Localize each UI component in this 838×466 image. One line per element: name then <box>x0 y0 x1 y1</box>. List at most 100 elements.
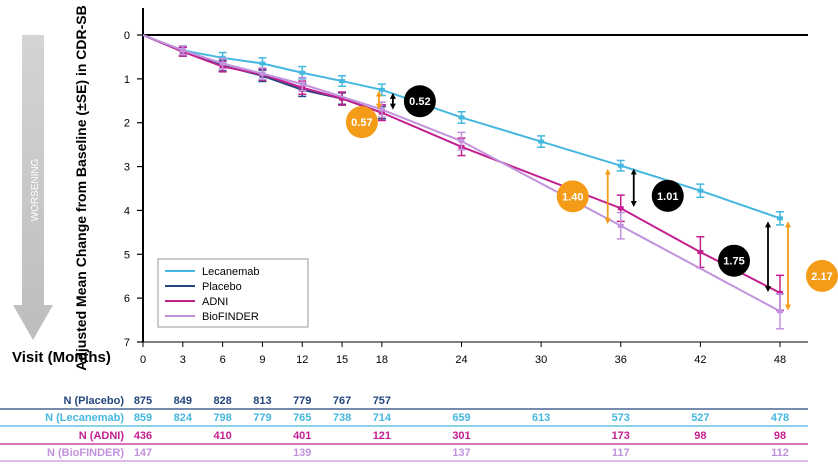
x-tick-label: 24 <box>455 354 467 366</box>
series-lecanemab <box>142 34 784 226</box>
x-tick-label: 42 <box>694 354 706 366</box>
data-point <box>259 61 266 66</box>
n-table-cell: 659 <box>452 412 470 424</box>
data-point <box>299 70 306 75</box>
data-point <box>259 71 266 76</box>
n-table-cell: 117 <box>612 447 630 459</box>
difference-label: 2.17 <box>811 271 832 283</box>
difference-bubble <box>806 259 838 292</box>
data-point <box>179 48 186 53</box>
x-axis-label: Visit (Months) <box>12 349 111 366</box>
n-table-cell: 813 <box>253 395 271 407</box>
data-point <box>378 87 385 92</box>
n-table-cell: 147 <box>134 447 152 459</box>
data-point <box>219 61 226 66</box>
n-table-cell: 573 <box>612 412 630 424</box>
data-point <box>617 223 624 228</box>
n-table-cell: 527 <box>691 412 709 424</box>
worsening-label: WORSENING <box>30 158 41 221</box>
n-table-cell: 613 <box>532 412 550 424</box>
x-tick-label: 12 <box>296 354 308 366</box>
n-table-row-label: N (BioFINDER) <box>47 447 124 459</box>
data-point <box>339 96 346 101</box>
n-table-cell: 859 <box>134 412 152 424</box>
data-point <box>339 79 346 84</box>
x-tick-label: 0 <box>140 354 146 366</box>
n-table-cell: 765 <box>293 412 311 424</box>
difference-bubble <box>556 180 589 213</box>
n-table-cell: 714 <box>373 412 392 424</box>
difference-bubble <box>403 85 436 118</box>
n-table-row-label: N (Placebo) <box>63 395 124 407</box>
x-tick-label: 30 <box>535 354 547 366</box>
data-point <box>378 107 385 112</box>
n-table-cell: 98 <box>774 430 786 442</box>
difference-label: 0.52 <box>409 96 430 108</box>
x-tick-label: 3 <box>180 354 186 366</box>
n-table-row: N (Placebo) 875 849 828 813 779 767 757 <box>0 395 808 410</box>
difference-label: 1.75 <box>723 256 744 268</box>
n-table-cell: 828 <box>213 395 231 407</box>
difference-annotation: 0.57 <box>345 90 382 139</box>
x-tick-label: 36 <box>615 354 627 366</box>
difference-label: 1.01 <box>657 191 678 203</box>
data-point <box>777 309 783 314</box>
data-point <box>697 250 704 255</box>
x-tick-label: 15 <box>336 354 348 366</box>
difference-annotation: 0.52 <box>389 85 436 118</box>
n-table-row-label: N (Lecanemab) <box>45 412 124 424</box>
n-table-cell: 875 <box>134 395 152 407</box>
n-table-cell: 410 <box>213 430 231 442</box>
n-table-cell: 798 <box>213 412 231 424</box>
y-tick-label: 3 <box>124 162 130 174</box>
difference-bubble <box>718 244 750 277</box>
legend-entry: ADNI <box>202 296 228 308</box>
data-point <box>777 216 783 221</box>
n-table-row-label: N (ADNI) <box>79 430 125 442</box>
data-point <box>299 82 306 87</box>
n-table-cell: 121 <box>373 430 391 442</box>
x-tick-label: 18 <box>376 354 388 366</box>
difference-bubble <box>651 179 684 212</box>
n-table-cell: 112 <box>771 447 789 459</box>
n-table-cell: 173 <box>612 430 630 442</box>
difference-annotation: 1.01 <box>630 168 684 212</box>
n-table-cell: 139 <box>293 447 311 459</box>
series-line <box>142 34 781 294</box>
n-table-cell: 401 <box>293 430 311 442</box>
series-line <box>142 34 781 220</box>
data-point <box>617 206 624 211</box>
n-table-cell: 779 <box>293 395 311 407</box>
n-table-cell: 757 <box>373 395 391 407</box>
x-tick-label: 48 <box>774 354 786 366</box>
y-axis-label: Adjusted Mean Change from Baseline (±SE)… <box>73 5 89 371</box>
legend-entry: Lecanemab <box>202 266 260 278</box>
n-table-row: N (BioFINDER) 147 139 137 117 112 <box>0 447 808 462</box>
n-table-cell: 301 <box>452 430 470 442</box>
difference-bubble <box>345 106 378 139</box>
data-point <box>617 163 624 168</box>
y-tick-label: 0 <box>124 30 130 42</box>
n-table-cell: 738 <box>333 412 351 424</box>
n-table-cell: 767 <box>333 395 351 407</box>
data-point <box>458 115 465 120</box>
y-tick-label: 5 <box>124 249 130 261</box>
n-table-cell: 824 <box>174 412 193 424</box>
x-tick-label: 6 <box>220 354 226 366</box>
difference-annotation: 1.75 <box>718 221 771 293</box>
difference-label: 1.40 <box>562 191 583 203</box>
y-tick-label: 6 <box>124 293 130 305</box>
y-tick-label: 1 <box>124 74 130 86</box>
n-table-row: N (Lecanemab) 859 824 798 779 765 738 714 659 613… <box>0 412 808 427</box>
difference-annotation: 2.17 <box>785 221 838 311</box>
legend-entry: Placebo <box>202 281 242 293</box>
n-table-cell: 478 <box>771 412 789 424</box>
n-table-cell: 779 <box>253 412 271 424</box>
difference-label: 0.57 <box>351 117 372 129</box>
difference-annotation: 1.40 <box>556 168 611 225</box>
data-point <box>538 139 545 144</box>
n-table-cell: 137 <box>452 447 470 459</box>
worsening-arrow <box>13 35 53 340</box>
n-table-cell: 436 <box>134 430 152 442</box>
